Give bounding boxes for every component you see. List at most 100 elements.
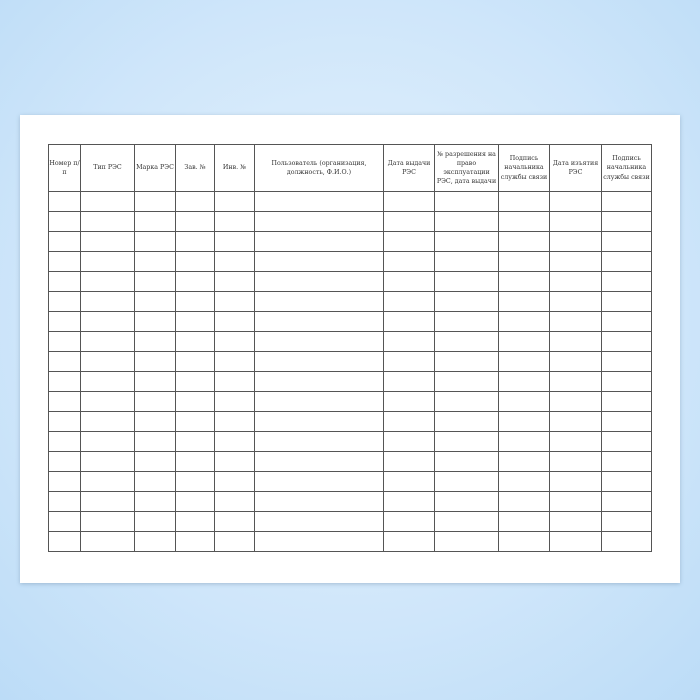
table-cell [549,491,602,512]
table-cell [214,391,255,412]
table-cell [601,471,652,492]
table-cell [498,371,550,392]
table-cell [383,271,435,292]
table-cell [134,471,176,492]
table-row [48,491,652,512]
table-cell [498,511,550,532]
table-cell [498,491,550,512]
table-cell [175,271,215,292]
table-row [48,431,652,452]
table-cell [134,391,176,412]
table-cell [498,531,550,552]
table-cell [601,291,652,312]
table-cell [214,351,255,372]
col-header-type: Тип РЭС [80,144,135,192]
table-cell [601,351,652,372]
table-cell [601,411,652,432]
table-cell [498,251,550,272]
table-cell [601,431,652,452]
table-cell [254,351,384,372]
table-cell [549,451,602,472]
table-cell [601,391,652,412]
table-cell [383,491,435,512]
table-cell [134,491,176,512]
table-cell [434,211,499,232]
table-cell [254,491,384,512]
table-row [48,371,652,392]
table-row [48,451,652,472]
col-header-serial: Зав. № [175,144,215,192]
table-cell [175,511,215,532]
table-cell [80,531,135,552]
table-cell [214,471,255,492]
table-cell [254,311,384,332]
table-cell [80,351,135,372]
table-cell [175,191,215,212]
table-cell [383,251,435,272]
table-cell [175,231,215,252]
table-cell [434,351,499,372]
table-row [48,211,652,232]
table-cell [254,291,384,312]
table-cell [134,371,176,392]
table-cell [434,491,499,512]
table-cell [175,311,215,332]
table-cell [48,511,81,532]
col-header-user: Пользователь (организация, должность, Ф.… [254,144,384,192]
table-cell [48,371,81,392]
table-cell [383,231,435,252]
table-cell [383,311,435,332]
table-cell [80,251,135,272]
table-cell [48,451,81,472]
table-cell [434,331,499,352]
table-cell [549,471,602,492]
table-cell [134,291,176,312]
table-cell [383,371,435,392]
table-cell [434,451,499,472]
table-cell [214,231,255,252]
table-cell [48,491,81,512]
table-cell [383,511,435,532]
table-cell [134,231,176,252]
table-cell [134,511,176,532]
table-cell [214,251,255,272]
table-cell [214,291,255,312]
table-cell [134,211,176,232]
table-cell [175,451,215,472]
col-header-withdrawal-date: Дата изъятия РЭС [549,144,602,192]
table-cell [134,411,176,432]
table-cell [549,251,602,272]
table-cell [80,431,135,452]
table-cell [80,511,135,532]
table-cell [601,191,652,212]
table-cell [214,451,255,472]
table-cell [549,351,602,372]
table-cell [214,491,255,512]
table-row [48,531,652,552]
header-row: Номер п/п Тип РЭС Марка РЭС Зав. № Инв. … [48,144,652,192]
table-cell [175,531,215,552]
table-cell [434,231,499,252]
table-cell [549,431,602,452]
table-cell [254,511,384,532]
table-row [48,511,652,532]
table-cell [549,331,602,352]
table-cell [80,211,135,232]
table-cell [214,371,255,392]
table-row [48,231,652,252]
col-header-signature: Подпись начальника службы связи [498,144,550,192]
table-cell [48,411,81,432]
table-cell [601,311,652,332]
table-cell [549,191,602,212]
table-cell [254,211,384,232]
table-cell [48,211,81,232]
table-row [48,351,652,372]
table-cell [254,411,384,432]
table-cell [601,231,652,252]
res-register-table: Номер п/п Тип РЭС Марка РЭС Зав. № Инв. … [48,144,652,552]
table-cell [134,431,176,452]
table-cell [134,251,176,272]
table-cell [48,231,81,252]
table-cell [498,351,550,372]
table-cell [498,311,550,332]
